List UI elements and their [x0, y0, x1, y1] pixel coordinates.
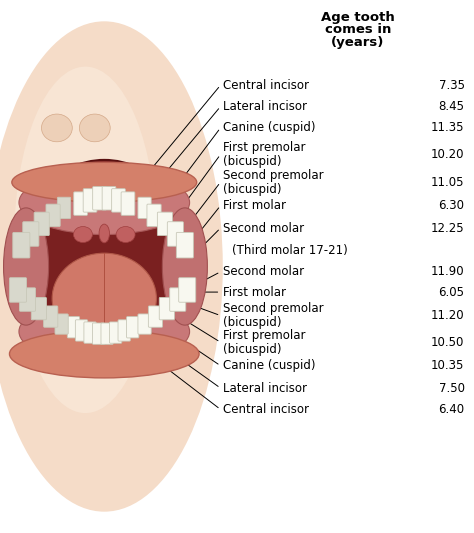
- Text: First molar: First molar: [223, 199, 286, 212]
- Ellipse shape: [9, 330, 199, 378]
- FancyBboxPatch shape: [23, 222, 39, 246]
- Text: Second molar: Second molar: [223, 222, 304, 235]
- Text: 10.20: 10.20: [431, 148, 465, 161]
- Text: 10.35: 10.35: [431, 359, 465, 372]
- FancyBboxPatch shape: [159, 297, 174, 320]
- Ellipse shape: [41, 114, 72, 142]
- Ellipse shape: [80, 114, 110, 142]
- Ellipse shape: [99, 224, 109, 243]
- FancyBboxPatch shape: [83, 189, 97, 212]
- Text: First premolar
(bicuspid): First premolar (bicuspid): [223, 141, 305, 168]
- FancyBboxPatch shape: [31, 297, 46, 320]
- Text: 7.35: 7.35: [438, 79, 465, 92]
- FancyBboxPatch shape: [44, 306, 58, 327]
- FancyBboxPatch shape: [34, 212, 49, 236]
- Text: comes in: comes in: [325, 23, 391, 36]
- Ellipse shape: [162, 208, 207, 325]
- Ellipse shape: [0, 21, 223, 512]
- FancyBboxPatch shape: [109, 322, 122, 343]
- Text: Second molar: Second molar: [223, 265, 304, 278]
- Text: Canine (cuspid): Canine (cuspid): [223, 122, 315, 134]
- FancyBboxPatch shape: [75, 320, 88, 341]
- Text: 6.05: 6.05: [438, 286, 465, 298]
- Text: 6.40: 6.40: [438, 403, 465, 416]
- FancyBboxPatch shape: [19, 288, 36, 311]
- FancyBboxPatch shape: [147, 204, 161, 227]
- Text: Lateral incisor: Lateral incisor: [223, 382, 307, 394]
- FancyBboxPatch shape: [176, 232, 193, 258]
- FancyBboxPatch shape: [138, 197, 151, 219]
- Text: 10.50: 10.50: [431, 336, 465, 349]
- FancyBboxPatch shape: [167, 222, 183, 246]
- Text: (Third molar 17-21): (Third molar 17-21): [232, 244, 348, 257]
- Ellipse shape: [19, 300, 190, 364]
- Text: 12.25: 12.25: [431, 222, 465, 235]
- FancyBboxPatch shape: [179, 278, 196, 302]
- FancyBboxPatch shape: [9, 278, 27, 302]
- FancyBboxPatch shape: [111, 189, 125, 212]
- FancyBboxPatch shape: [157, 212, 173, 236]
- Ellipse shape: [73, 227, 92, 243]
- Text: 8.45: 8.45: [438, 100, 465, 113]
- Text: (years): (years): [331, 36, 384, 49]
- FancyBboxPatch shape: [73, 192, 87, 215]
- FancyBboxPatch shape: [148, 306, 163, 327]
- FancyBboxPatch shape: [121, 192, 135, 215]
- FancyBboxPatch shape: [170, 288, 186, 311]
- FancyBboxPatch shape: [118, 320, 130, 341]
- FancyBboxPatch shape: [92, 187, 106, 210]
- FancyBboxPatch shape: [57, 197, 71, 219]
- Text: First molar: First molar: [223, 286, 286, 298]
- FancyBboxPatch shape: [67, 317, 80, 338]
- Text: 11.05: 11.05: [431, 176, 465, 189]
- Text: Canine (cuspid): Canine (cuspid): [223, 359, 315, 372]
- Text: Central incisor: Central incisor: [223, 79, 309, 92]
- FancyBboxPatch shape: [55, 314, 68, 334]
- Ellipse shape: [14, 67, 156, 413]
- FancyBboxPatch shape: [46, 204, 60, 227]
- Text: 7.50: 7.50: [438, 382, 465, 394]
- FancyBboxPatch shape: [138, 314, 151, 334]
- Text: Second premolar
(bicuspid): Second premolar (bicuspid): [223, 302, 323, 329]
- Ellipse shape: [14, 160, 194, 373]
- Ellipse shape: [19, 171, 190, 235]
- FancyBboxPatch shape: [101, 323, 113, 344]
- Ellipse shape: [116, 227, 135, 243]
- Text: 11.20: 11.20: [431, 309, 465, 322]
- Ellipse shape: [52, 253, 156, 344]
- FancyBboxPatch shape: [84, 322, 96, 343]
- Text: Central incisor: Central incisor: [223, 403, 309, 416]
- Text: 11.90: 11.90: [431, 265, 465, 278]
- Text: 11.35: 11.35: [431, 122, 465, 134]
- Ellipse shape: [12, 162, 197, 203]
- FancyBboxPatch shape: [127, 317, 139, 338]
- Text: Second premolar
(bicuspid): Second premolar (bicuspid): [223, 169, 323, 196]
- FancyBboxPatch shape: [102, 187, 116, 210]
- FancyBboxPatch shape: [13, 232, 30, 258]
- FancyBboxPatch shape: [92, 323, 105, 344]
- Text: 6.30: 6.30: [438, 199, 465, 212]
- Ellipse shape: [4, 208, 49, 325]
- Text: First premolar
(bicuspid): First premolar (bicuspid): [223, 329, 305, 356]
- Text: Lateral incisor: Lateral incisor: [223, 100, 307, 113]
- Text: Age tooth: Age tooth: [321, 11, 395, 23]
